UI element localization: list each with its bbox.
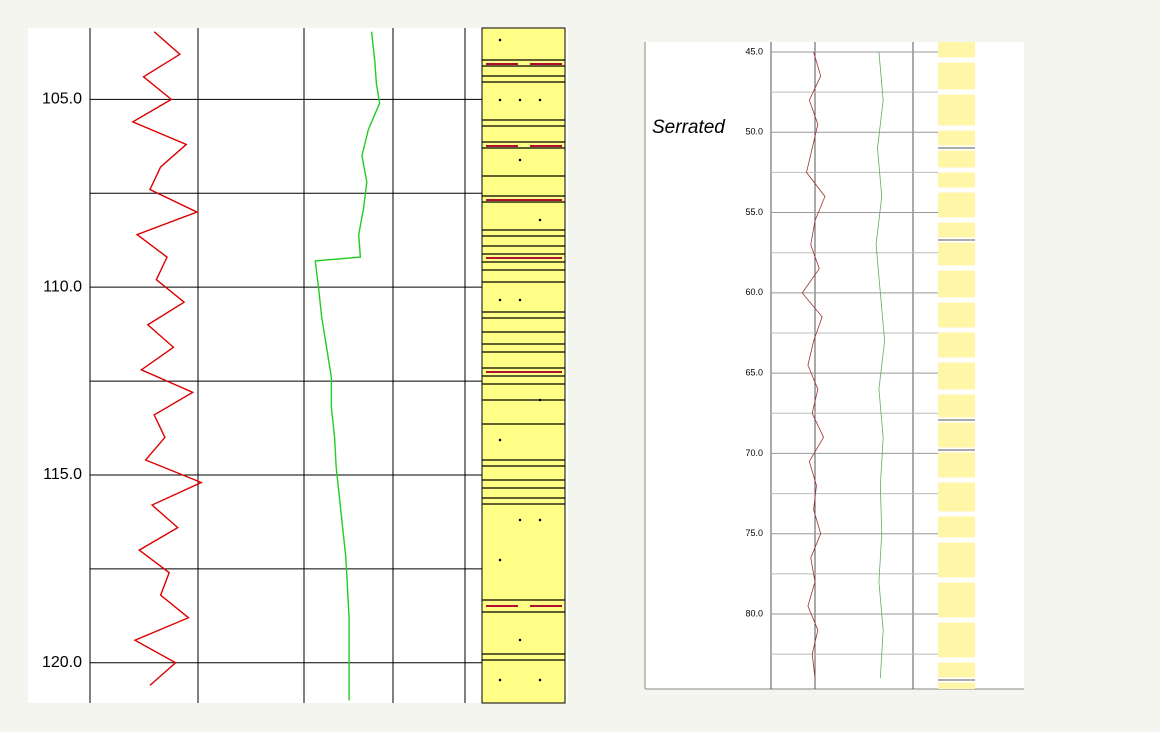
y-tick-label: 60.0 [745,287,763,297]
y-tick-label: 75.0 [745,528,763,538]
annotation: Serrated [652,117,726,138]
y-tick-label: 50.0 [745,127,763,137]
y-tick-label: 105.0 [42,91,82,108]
y-tick-label: 70.0 [745,448,763,458]
y-tick-label: 45.0 [745,46,763,56]
y-tick-label: 65.0 [745,368,763,378]
y-tick-label: 110.0 [43,278,82,295]
y-tick-label: 120.0 [42,654,82,671]
y-tick-label: 115.0 [43,466,82,483]
lithology-left [481,27,566,704]
log-curve [131,31,204,686]
left-panel [28,28,568,703]
log-curve [314,31,381,701]
y-tick-label: 80.0 [745,608,763,618]
y-tick-label: 55.0 [745,207,763,217]
log-curve [875,51,886,679]
lithology-right [938,42,975,689]
log-curve [801,51,826,679]
